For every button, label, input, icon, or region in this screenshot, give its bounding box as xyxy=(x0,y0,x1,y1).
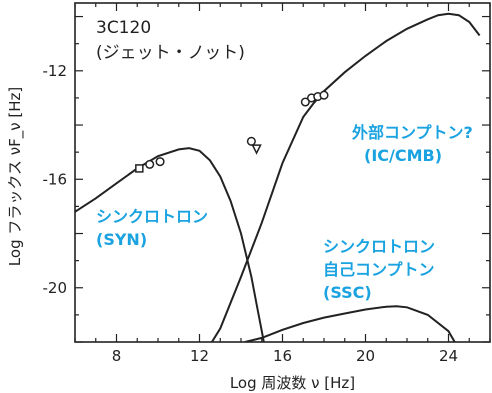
text-labels: 8 12 16 20 24 -12 -16 -20 Log 周波数 ν [Hz] Log フラック… xyxy=(6,18,473,392)
x-tick-label: 8 xyxy=(112,347,122,365)
data-point xyxy=(246,136,256,146)
annotation-label: (SSC) xyxy=(323,283,372,302)
annotation-label: 自己コンプトン xyxy=(323,260,435,279)
y-tick-label: -20 xyxy=(43,279,68,297)
annotation-label: (SYN) xyxy=(96,230,147,249)
data-point xyxy=(155,157,165,167)
annotation-label: シンクロトロン xyxy=(96,207,208,226)
x-tick-label: 12 xyxy=(190,347,209,365)
data-point xyxy=(145,159,155,169)
model-curves xyxy=(75,12,481,342)
series-line-2 xyxy=(244,305,456,342)
x-axis-label: Log 周波数 ν [Hz] xyxy=(230,374,355,392)
chart-title: (ジェット・ノット) xyxy=(96,43,245,63)
y-tick-label: -12 xyxy=(43,62,68,80)
chart-title: 3C120 xyxy=(96,18,151,38)
y-axis-label: Log フラックス νF_ν [Hz] xyxy=(6,87,25,266)
data-point xyxy=(300,97,310,107)
series-line-0 xyxy=(75,147,265,342)
y-tick-label: -16 xyxy=(43,170,68,188)
annotation-label: (IC/CMB) xyxy=(364,146,442,165)
data-point xyxy=(135,164,144,173)
x-tick-label: 16 xyxy=(273,347,292,365)
x-tick-label: 24 xyxy=(439,347,458,365)
data-point xyxy=(319,90,329,100)
axes xyxy=(74,2,491,343)
data-point xyxy=(251,144,262,155)
data-points xyxy=(135,90,329,173)
x-tick-label: 20 xyxy=(356,347,375,365)
series-line-1 xyxy=(211,12,481,342)
annotation-label: シンクロトロン xyxy=(323,237,435,256)
annotation-label: 外部コンプトン? xyxy=(351,123,473,142)
